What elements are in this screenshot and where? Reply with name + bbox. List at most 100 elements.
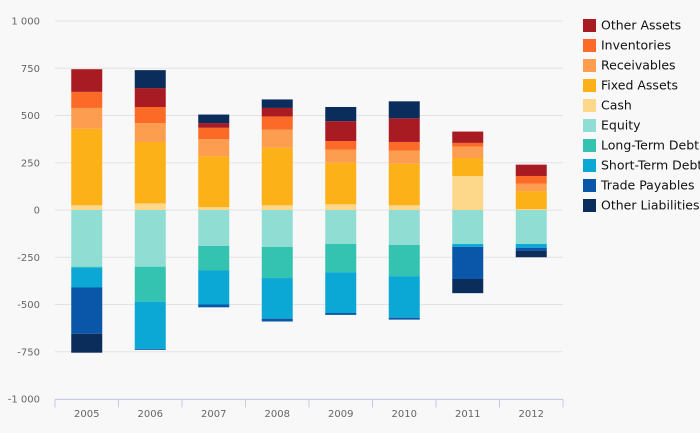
bar-segment-fixed-assets-2012: [515, 191, 547, 210]
bar-segment-cash-2010: [388, 205, 420, 210]
bar-segment-fixed-assets-2009: [325, 162, 357, 205]
bar-segment-inventories-2007: [198, 127, 230, 140]
bar-segment-trade-payables-2007: [198, 304, 230, 308]
legend-label: Equity: [601, 118, 641, 133]
legend-label: Receivables: [601, 58, 676, 73]
bar-segment-long-term-debt-2007: [198, 245, 230, 271]
bar-segment-short-term-debt-2011: [452, 244, 484, 247]
bar-segment-fixed-assets-2010: [388, 163, 420, 206]
bar-segment-fixed-assets-2008: [261, 147, 293, 206]
bar-segment-trade-payables-2006: [134, 348, 166, 350]
legend-swatch: [583, 159, 596, 172]
y-tick-label: 500: [21, 111, 40, 122]
bar-segment-other-assets-2009: [325, 121, 357, 142]
bar-segment-short-term-debt-2008: [261, 278, 293, 319]
x-tick-label: 2005: [74, 409, 99, 420]
legend-item[interactable]: Long-Term Debt: [583, 138, 699, 153]
legend-item[interactable]: Cash: [583, 98, 632, 113]
legend-label: Long-Term Debt: [601, 138, 699, 153]
bar-segment-receivables-2007: [198, 139, 230, 157]
bar-segment-short-term-debt-2009: [325, 272, 357, 314]
bar-segment-equity-2010: [388, 210, 420, 245]
bar-segment-inventories-2006: [134, 106, 166, 124]
legend-item[interactable]: Inventories: [583, 38, 671, 53]
bar-segment-equity-2011: [452, 210, 484, 245]
bar-segment-trade-payables-2011: [452, 246, 484, 279]
bar-segment-cash-2005: [71, 205, 103, 210]
legend-item[interactable]: Other Assets: [583, 18, 681, 33]
legend-item[interactable]: Trade Payables: [583, 178, 695, 193]
bar-segment-inventories-2011: [452, 142, 484, 147]
bar-segment-other-liabilities-2012: [515, 250, 547, 258]
bar-segment-inventories-2012: [515, 175, 547, 184]
grid-layer: [55, 20, 563, 400]
legend-label: Fixed Assets: [601, 78, 678, 93]
legend-label: Trade Payables: [600, 178, 695, 193]
y-tick-label: -250: [17, 253, 40, 264]
bar-segment-trade-payables-2009: [325, 313, 357, 315]
bar-segment-cash-2011: [452, 175, 484, 210]
bars-layer: [71, 69, 547, 353]
bar-segment-fixed-assets-2007: [198, 156, 230, 208]
bar-stack-2012: [515, 164, 547, 258]
bar-segment-receivables-2009: [325, 149, 357, 163]
x-tick-label: 2012: [519, 409, 544, 420]
y-tick-label: -750: [17, 347, 40, 358]
legend-label: Short-Term Debt: [601, 158, 700, 173]
bar-segment-cash-2009: [325, 204, 357, 210]
legend-swatch: [583, 39, 596, 52]
bar-segment-equity-2008: [261, 210, 293, 247]
bar-segment-equity-2005: [71, 210, 103, 267]
bar-segment-short-term-debt-2006: [134, 301, 166, 349]
bar-segment-fixed-assets-2006: [134, 141, 166, 204]
legend-item[interactable]: Receivables: [583, 58, 676, 73]
bar-segment-long-term-debt-2005: [71, 266, 103, 268]
bar-segment-trade-payables-2010: [388, 317, 420, 320]
legend-swatch: [583, 79, 596, 92]
bar-segment-equity-2006: [134, 210, 166, 267]
bar-segment-other-liabilities-2008: [261, 99, 293, 108]
y-tick-label: 0: [34, 206, 40, 217]
bar-segment-fixed-assets-2005: [71, 128, 103, 206]
bar-segment-long-term-debt-2006: [134, 266, 166, 302]
bar-segment-other-assets-2011: [452, 131, 484, 143]
legend-item[interactable]: Fixed Assets: [583, 78, 678, 93]
legend-swatch: [583, 139, 596, 152]
bar-segment-other-assets-2005: [71, 69, 103, 92]
bar-segment-trade-payables-2005: [71, 287, 103, 334]
bar-segment-other-liabilities-2011: [452, 278, 484, 294]
x-tick-label: 2007: [201, 409, 226, 420]
bar-segment-other-assets-2006: [134, 88, 166, 107]
bar-segment-other-assets-2012: [515, 164, 547, 176]
bar-segment-long-term-debt-2009: [325, 244, 357, 273]
bar-segment-other-liabilities-2006: [134, 70, 166, 89]
y-tick-label: -1 000: [8, 395, 40, 406]
legend-label: Cash: [601, 98, 632, 113]
y-tick-label: -500: [17, 300, 40, 311]
legend-label: Other Liabilities: [601, 198, 700, 213]
bar-segment-short-term-debt-2012: [515, 244, 547, 248]
x-tick-label: 2011: [455, 409, 480, 420]
legend-item[interactable]: Short-Term Debt: [583, 158, 700, 173]
legend-swatch: [583, 59, 596, 72]
legend-item[interactable]: Other Liabilities: [583, 198, 700, 213]
bar-segment-other-liabilities-2007: [198, 114, 230, 124]
bar-segment-long-term-debt-2008: [261, 246, 293, 279]
x-tick-label: 2009: [328, 409, 353, 420]
legend-swatch: [583, 199, 596, 212]
x-tick-label: 2006: [138, 409, 163, 420]
bar-segment-long-term-debt-2010: [388, 244, 420, 277]
bar-segment-other-liabilities-2009: [325, 106, 357, 122]
x-axis: 2005 2006 2007 2008 2009 2010 2011 2012: [54, 399, 564, 420]
bar-segment-cash-2008: [261, 205, 293, 210]
bar-segment-cash-2007: [198, 207, 230, 210]
bar-segment-trade-payables-2008: [261, 318, 293, 322]
legend-swatch: [583, 119, 596, 132]
x-tick-label: 2010: [392, 409, 417, 420]
bar-stack-2006: [134, 70, 166, 350]
y-tick-label: 1 000: [11, 17, 40, 28]
legend-item[interactable]: Equity: [583, 118, 641, 133]
legend-swatch: [583, 99, 596, 112]
bar-segment-other-liabilities-2010: [388, 101, 420, 119]
